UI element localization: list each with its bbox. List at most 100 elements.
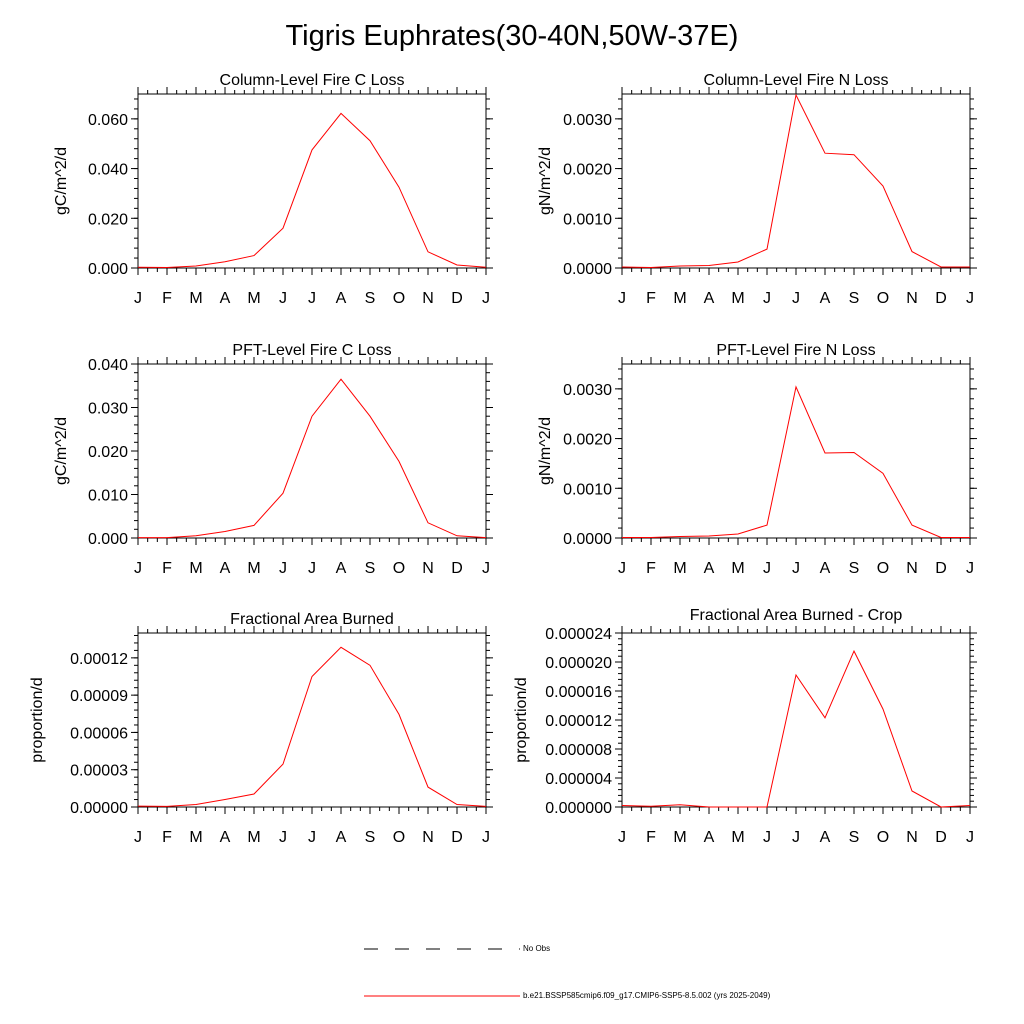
x-tick-label: S [849,829,860,846]
y-tick-label: 0.020 [88,211,128,228]
y-axis-label: gN/m^2/d [537,147,554,215]
x-tick-label: J [134,560,142,577]
x-tick-label: O [393,290,405,307]
y-tick-label: 0.000000 [545,800,612,817]
y-tick-label: 0.00006 [70,725,128,742]
x-tick-label: A [820,560,831,577]
x-tick-label: J [618,560,626,577]
plot-frame [137,363,487,539]
y-tick-label: 0.060 [88,112,128,129]
chart-title: Fractional Area Burned [230,611,394,628]
x-tick-label: N [906,290,918,307]
legend-model-label: b.e21.BSSP585cmip6.f09_g17.CMIP6-SSP5-8.… [523,991,771,1000]
x-tick-label: J [792,560,800,577]
y-tick-label: 0.010 [88,488,128,505]
x-tick-label: A [220,829,231,846]
chart-panel-6: Fractional Area Burned - Crop proportion/… [513,607,977,846]
y-tick-label: 0.000 [88,261,128,278]
plot-frame [621,363,971,539]
x-tick-label: M [189,290,202,307]
x-tick-label: N [422,829,434,846]
y-tick-label: 0.0030 [563,112,612,129]
x-tick-label: A [336,560,347,577]
y-axis-label: gC/m^2/d [53,417,70,485]
series-line [621,649,971,808]
x-tick-label: A [336,829,347,846]
x-tick-label: J [279,560,287,577]
x-tick-label: J [279,290,287,307]
y-axis-label: gN/m^2/d [537,417,554,485]
y-tick-label: 0.0010 [563,481,612,498]
x-tick-label: N [422,560,434,577]
legend-no-obs-label: No Obs [523,944,551,953]
x-tick-label: J [482,829,490,846]
x-tick-label: M [731,560,744,577]
x-tick-label: A [704,560,715,577]
x-tick-label: J [763,829,771,846]
y-tick-label: 0.000004 [545,771,612,788]
y-tick-label: 0.00003 [70,763,128,780]
plot-frame [137,93,487,269]
x-tick-label: J [618,290,626,307]
x-tick-label: O [877,560,889,577]
x-tick-label: S [849,560,860,577]
x-tick-label: J [966,560,974,577]
x-tick-label: M [189,829,202,846]
x-tick-label: J [482,560,490,577]
y-axis-label: proportion/d [29,677,46,762]
x-tick-label: N [422,290,434,307]
x-tick-label: O [877,290,889,307]
y-tick-label: 0.000024 [545,626,612,643]
x-tick-label: J [966,829,974,846]
chart-title: Fractional Area Burned - Crop [690,607,903,624]
y-tick-label: 0.00009 [70,688,128,705]
y-tick-label: 0.0010 [563,211,612,228]
page-title: Tigris Euphrates(30-40N,50W-37E) [285,20,739,52]
series-line [622,385,970,538]
x-tick-label: J [618,829,626,846]
x-tick-label: A [820,829,831,846]
x-tick-label: D [451,829,463,846]
x-tick-label: J [308,290,316,307]
x-tick-label: N [906,560,918,577]
y-tick-label: 0.00000 [70,800,128,817]
x-tick-label: F [646,560,656,577]
x-tick-label: J [792,829,800,846]
y-tick-label: 0.000012 [545,713,612,730]
plot-frame [621,632,971,808]
chart-title: Column-Level Fire N Loss [704,72,889,89]
x-tick-label: A [704,290,715,307]
y-tick-label: 0.0030 [563,382,612,399]
x-tick-label: F [646,290,656,307]
chart-title: PFT-Level Fire N Loss [716,342,875,359]
x-tick-label: J [966,290,974,307]
x-tick-label: D [451,290,463,307]
x-tick-label: M [673,829,686,846]
y-tick-label: 0.0000 [563,261,612,278]
x-tick-label: J [279,829,287,846]
y-tick-label: 0.0020 [563,162,612,179]
x-tick-label: O [393,560,405,577]
series-line [621,93,970,269]
chart-title: Column-Level Fire C Loss [220,72,405,89]
x-tick-label: F [646,829,656,846]
plot-frame [621,93,971,269]
legend-model-line [364,995,520,997]
y-tick-label: 0.0020 [563,432,612,449]
x-tick-label: S [849,290,860,307]
x-tick-label: M [189,560,202,577]
x-tick-label: J [308,560,316,577]
x-tick-label: M [247,560,260,577]
x-tick-label: A [220,290,231,307]
x-tick-label: M [731,829,744,846]
y-tick-label: 0.000016 [545,684,612,701]
x-tick-label: J [308,829,316,846]
x-tick-label: J [134,290,142,307]
y-axis-label: proportion/d [513,677,530,762]
y-tick-label: 0.000020 [545,655,612,672]
